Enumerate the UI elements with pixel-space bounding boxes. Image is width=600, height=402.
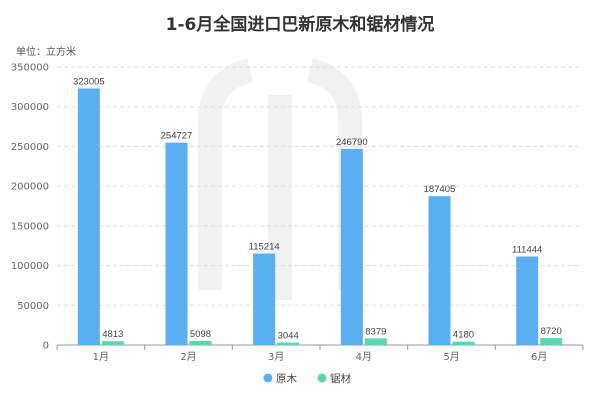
- data-label: 115214: [249, 241, 280, 252]
- data-label: 4813: [102, 329, 123, 340]
- data-label: 3044: [278, 331, 299, 342]
- data-label: 246790: [336, 137, 368, 148]
- y-tick-label: 150000: [11, 221, 49, 232]
- data-label: 323005: [73, 76, 105, 87]
- y-tick-label: 300000: [11, 102, 49, 113]
- x-tick-label: 5月: [443, 351, 459, 363]
- data-label: 5098: [190, 329, 211, 340]
- y-tick-label: 0: [43, 341, 49, 352]
- x-tick-label: 2月: [180, 351, 196, 363]
- data-label: 187405: [424, 184, 456, 195]
- bar-lumber: [364, 338, 387, 345]
- bar-lumber: [101, 341, 124, 345]
- y-tick-label: 350000: [11, 63, 49, 74]
- bar-lumber: [540, 338, 563, 345]
- bar-lumber: [277, 342, 300, 345]
- chart-title: 1-6月全国进口巴新原木和锯材情况: [165, 15, 435, 35]
- bar-logs: [77, 88, 100, 345]
- legend-label[interactable]: 原木: [276, 373, 297, 385]
- data-label: 8379: [365, 326, 386, 337]
- legend-label[interactable]: 锯材: [330, 372, 351, 385]
- y-tick-label: 100000: [11, 261, 49, 272]
- bar-logs: [428, 196, 451, 345]
- y-tick-label: 50000: [17, 301, 49, 312]
- legend-swatch[interactable]: [263, 373, 273, 383]
- legend-swatch[interactable]: [317, 373, 327, 383]
- data-label: 254727: [161, 131, 193, 142]
- bar-lumber: [189, 340, 212, 345]
- bar-logs: [253, 253, 276, 345]
- bar-logs: [165, 142, 188, 345]
- unit-label: 单位：立方米: [16, 47, 76, 58]
- x-tick-label: 6月: [531, 351, 547, 363]
- x-tick-label: 4月: [356, 351, 372, 363]
- bar-logs: [340, 148, 363, 345]
- data-label: 4180: [453, 330, 474, 341]
- y-tick-label: 250000: [11, 142, 49, 153]
- data-label: 8720: [541, 326, 562, 337]
- watermark-logo: [198, 58, 362, 300]
- bar-logs: [516, 256, 539, 345]
- x-tick-label: 1月: [93, 351, 109, 363]
- data-label: 111444: [512, 244, 542, 255]
- y-tick-label: 200000: [11, 182, 49, 193]
- x-tick-label: 3月: [268, 351, 284, 363]
- bar-lumber: [452, 341, 475, 345]
